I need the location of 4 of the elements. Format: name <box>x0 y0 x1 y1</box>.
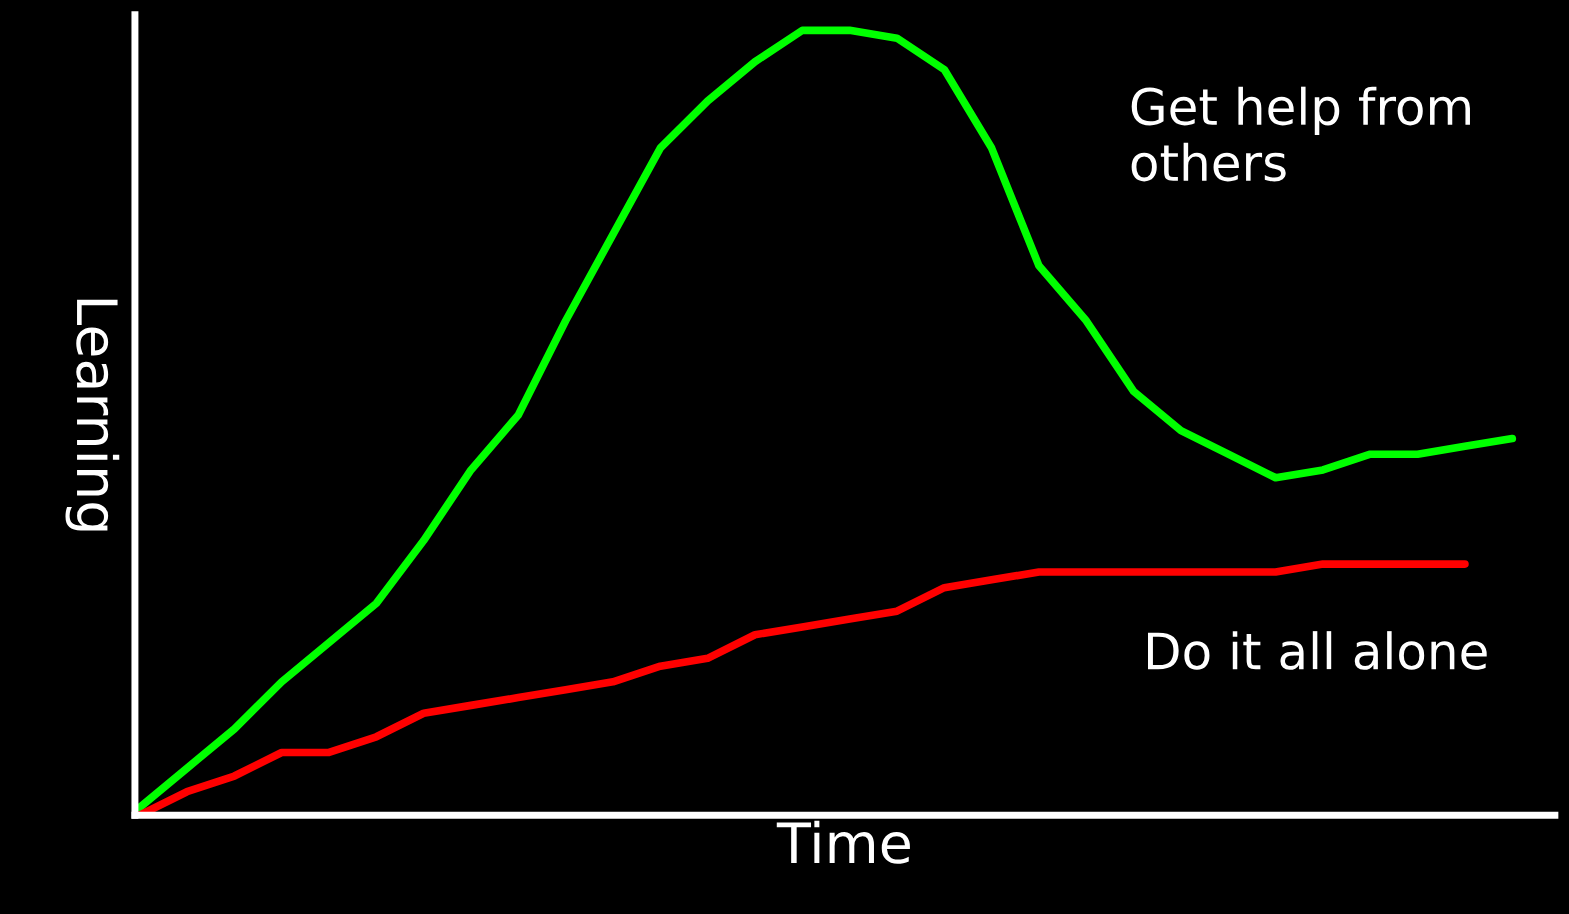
text: Get help from others <box>1131 86 1470 182</box>
x-axis-title: Time <box>776 820 910 864</box>
y-axis-title: Learning <box>65 299 120 531</box>
series-label: Do it all alone <box>1148 631 1487 670</box>
